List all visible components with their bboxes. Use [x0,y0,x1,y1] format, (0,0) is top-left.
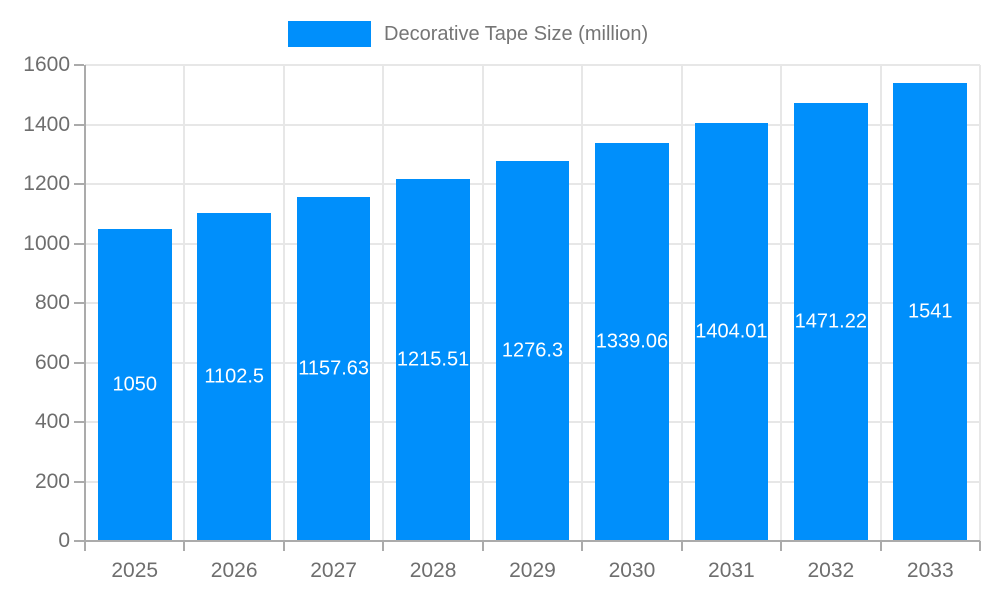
y-axis-tick [74,421,84,423]
y-axis-tick-label: 1200 [23,172,70,195]
x-gridline [382,65,385,541]
y-axis-tick-label: 1000 [23,231,70,255]
y-axis-tick-label: 600 [34,350,70,374]
x-axis-tick [979,541,981,551]
y-gridline [85,123,980,126]
x-axis-tick-label: 2032 [807,559,855,582]
x-axis-tick-label: 2029 [509,559,556,582]
x-axis-tick-label: 2030 [608,559,656,582]
legend-swatch-icon [288,21,371,47]
y-axis-tick-label: 0 [58,529,70,552]
x-axis-tick [680,541,683,551]
plot-area: 1050 1102.5 1157.63 1215.51 1276.3 1339.06 140… [85,64,981,541]
x-axis-tick-label: 2031 [708,559,755,582]
x-axis-tick [481,541,484,551]
x-gridline [581,65,584,541]
chart-legend[interactable]: Decorative Tape Size (million) [288,21,648,47]
y-axis-tick [74,123,84,126]
x-axis-line [74,540,980,542]
y-axis-tick-label: 1400 [23,112,70,136]
bar-2025[interactable] [97,228,172,541]
x-axis-tick [282,541,285,551]
x-axis-tick [382,541,385,551]
y-axis-tick-label: 400 [34,410,70,433]
bar-2033[interactable] [893,82,968,541]
y-gridline [85,64,980,66]
y-axis-tick [74,183,84,185]
x-gridline [481,65,484,541]
bar-2026[interactable] [197,213,271,541]
x-axis-tick [879,541,882,551]
y-axis-tick [74,242,84,245]
x-gridline [780,65,783,541]
x-axis-tick [581,541,584,551]
x-axis-tick [780,541,783,551]
x-gridline [183,65,186,541]
x-axis-tick-label: 2025 [111,559,159,582]
bar-2029[interactable] [495,161,570,541]
bar-2028[interactable] [396,179,470,541]
x-gridline [879,65,882,541]
x-axis-tick [84,541,86,551]
y-axis-tick [74,302,84,304]
y-axis-tick-label: 1600 [23,53,70,76]
y-axis-tick [74,480,84,483]
x-axis-tick [183,541,186,551]
x-gridline [979,65,981,541]
x-gridline [282,65,285,541]
bar-2031[interactable] [694,123,769,541]
x-axis-tick-label: 2033 [906,559,954,582]
legend-label: Decorative Tape Size (million) [384,23,649,45]
y-axis-tick-label: 800 [34,291,70,314]
x-gridline [680,65,683,541]
y-axis-tick-label: 200 [34,469,70,493]
y-axis-line [84,65,86,551]
x-axis-tick-label: 2027 [310,559,357,582]
bar-2027[interactable] [296,196,371,541]
bar-2032[interactable] [794,103,868,541]
y-axis-tick [74,64,84,66]
x-axis-tick-label: 2028 [409,559,457,582]
bar-2030[interactable] [595,142,669,541]
x-axis-tick-label: 2026 [210,559,258,582]
y-axis-tick [74,361,84,364]
